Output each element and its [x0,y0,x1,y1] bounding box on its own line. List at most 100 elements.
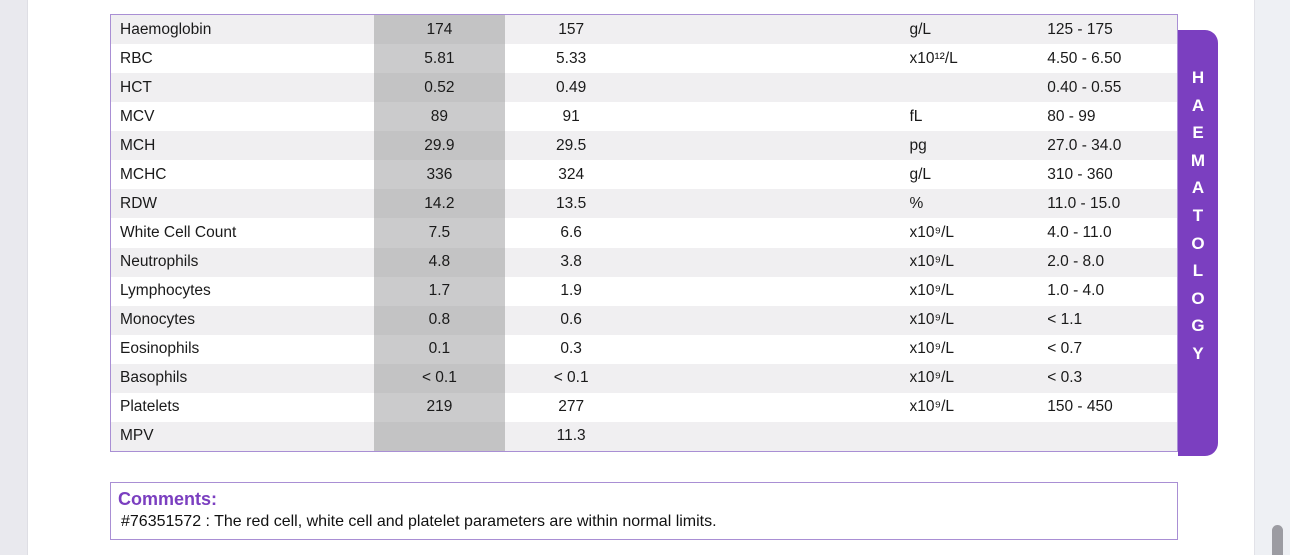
table-row: RDW 14.2 13.5% 11.0 - 15.0 [111,189,1177,219]
cell-test-name: MCH [120,136,156,154]
cell-test-name: Basophils [120,369,188,387]
cell-result-1: 5.81 [373,44,506,74]
cell-units: x10⁹/L [909,340,955,358]
cell-units [910,73,1048,102]
cell-spacer [637,422,909,451]
cell-units: x10¹²/L [909,49,958,67]
table-row: Basophils < 0.1 < 0.1 x10⁹/L < 0.3 [111,363,1177,393]
cell-spacer [637,131,909,160]
cell-result-2: 11.3 [556,427,586,445]
cell-units [910,422,1048,451]
cell-result-2: 157 [558,20,585,38]
section-tab-letter: T [1192,205,1204,225]
cell-reference-range: < 0.7 [1047,340,1083,358]
comments-text: #76351572 : The red cell, white cell and… [121,513,717,530]
page-gutter-left [0,0,28,555]
table-row: White Cell Count 7.5 6.6 x10⁹/L 4.0 - 11.0 [111,218,1177,248]
cell-result-1: 1.7 [373,276,506,306]
cell-reference-range: 0.40 - 0.55 [1047,78,1122,96]
cell-spacer [637,73,909,102]
cell-result-2: 277 [558,398,585,416]
cell-test-name: Haemoglobin [120,20,212,38]
cell-test-name: Platelets [120,398,180,416]
cell-test-name: Monocytes [120,311,195,329]
cell-reference-range: 1.0 - 4.0 [1047,282,1105,300]
cell-test-name: MCHC [120,165,167,183]
section-tab-letter: O [1191,288,1205,308]
cell-result-2: 91 [562,107,580,125]
cell-result-2: 324 [558,165,585,183]
cell-reference-range: 150 - 450 [1047,398,1113,416]
cell-reference-range: 310 - 360 [1047,165,1113,183]
cell-result-2: 6.6 [560,223,582,241]
cell-units: % [909,194,924,212]
table-row: MPV 11.3 [111,421,1177,451]
section-tab-letter: Y [1192,343,1204,363]
cell-reference-range: 125 - 175 [1047,20,1113,38]
cell-result-1: < 0.1 [373,363,506,393]
comments-heading: Comments: [118,489,218,509]
cell-units: pg [909,136,927,154]
table-row: RBC 5.81 5.33 x10¹²/L 4.50 - 6.50 [111,44,1177,74]
section-tab-letter: A [1191,178,1205,198]
cell-units: x10⁹/L [909,369,955,387]
table-row: Haemoglobin 174 157 g/L 125 - 175 [111,15,1177,45]
cell-test-name: MCV [120,107,155,125]
cell-result-1: 7.5 [373,218,506,248]
vertical-scrollbar-thumb[interactable] [1272,525,1283,555]
cell-result-2: 5.33 [556,49,587,67]
section-tab-letter: O [1191,233,1205,253]
cell-spacer [637,248,909,277]
cell-result-1: 0.8 [373,305,506,335]
cell-reference-range: 27.0 - 34.0 [1047,136,1122,154]
cell-result-2: 29.5 [556,136,587,154]
section-tab-letter: A [1191,95,1205,115]
section-tab-letter: E [1192,123,1204,143]
comments-box: Comments: #76351572 : The red cell, whit… [110,482,1178,540]
cell-spacer [637,218,909,247]
cell-spacer [637,277,909,306]
cell-result-1: 14.2 [373,189,506,219]
cell-spacer [637,102,909,131]
cell-result-1: 0.1 [373,334,506,364]
table-row: Eosinophils 0.1 0.3 x10⁹/L < 0.7 [111,334,1177,364]
cell-units: x10⁹/L [909,253,955,271]
table-row: MCH 29.9 29.5 pg 27.0 - 34.0 [111,131,1177,161]
cell-result-2: 3.8 [560,253,582,271]
cell-result-1: 174 [373,15,506,45]
cell-result-2: 1.9 [560,282,582,300]
cell-result-2: 0.6 [560,311,582,329]
cell-result-2: < 0.1 [553,369,589,387]
cell-result-2: 13.5 [556,194,587,212]
section-tab-letter: L [1192,261,1204,281]
cell-reference-range: < 1.1 [1047,311,1083,329]
cell-result-1: 219 [373,392,506,422]
section-tab-letter: G [1191,316,1205,336]
cell-units: x10⁹/L [909,311,955,329]
haematology-results-table: Haemoglobin 174 157 g/L 125 - 175 RBC 5.81 5.33… [110,14,1178,452]
cell-test-name: Lymphocytes [120,282,211,300]
cell-spacer [637,44,909,73]
table-row: Platelets 219 277 x10⁹/L 150 - 450 [111,392,1177,422]
cell-result-2: 0.3 [560,340,582,358]
cell-units: g/L [909,20,932,38]
cell-test-name: RDW [120,194,158,212]
cell-spacer [637,189,909,218]
cell-reference-range: 4.0 - 11.0 [1047,223,1112,241]
cell-test-name: MPV [120,427,154,445]
section-tab-letter: M [1190,150,1206,170]
cell-spacer [637,335,909,364]
cell-result-1 [373,421,506,451]
cell-reference-range: < 0.3 [1047,369,1083,387]
table-row: Lymphocytes 1.7 1.9 x10⁹/L 1.0 - 4.0 [111,276,1177,306]
cell-spacer [637,306,909,335]
cell-units: fL [909,107,923,125]
cell-test-name: Eosinophils [120,340,200,358]
table-row: HCT 0.52 0.49 0.40 - 0.55 [111,73,1177,103]
cell-spacer [637,393,909,422]
cell-reference-range: 4.50 - 6.50 [1047,49,1122,67]
cell-result-1: 0.52 [373,73,506,103]
cell-result-1: 336 [373,160,506,190]
cell-test-name: HCT [120,78,152,96]
